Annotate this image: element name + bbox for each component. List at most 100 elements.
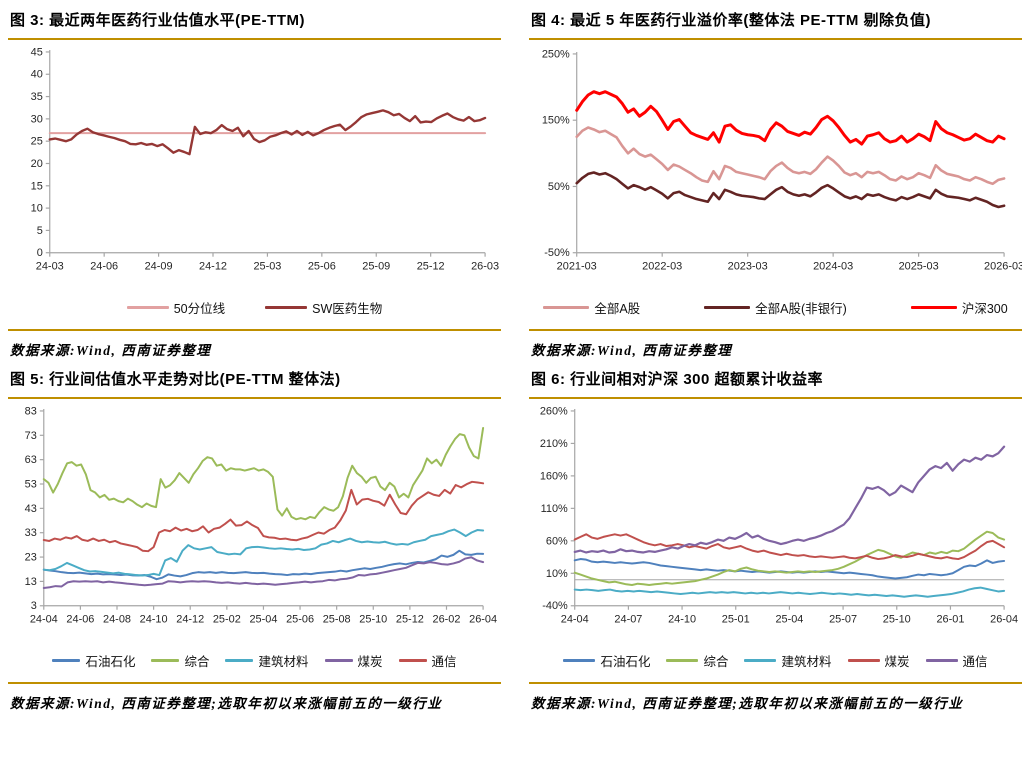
x-tick-label: 2025-03 bbox=[899, 261, 939, 273]
y-tick-label: 150% bbox=[542, 115, 570, 127]
x-tick-label: 24-10 bbox=[140, 614, 168, 626]
x-tick-label: 25-10 bbox=[359, 614, 387, 626]
legend-label: 石油石化 bbox=[600, 655, 651, 670]
series-line-综合 bbox=[42, 426, 485, 521]
figure-4-legend: 全部A股 全部A股(非银行) 沪深300 bbox=[529, 297, 1022, 319]
figure-3-title-rule bbox=[8, 37, 501, 41]
series-line-SW医药生物 bbox=[48, 109, 487, 156]
y-tick-label: 63 bbox=[25, 454, 37, 466]
x-tick-label: 25-04 bbox=[249, 614, 277, 626]
series-line-石油石化 bbox=[42, 549, 485, 581]
y-tick-label: 260% bbox=[540, 405, 568, 417]
y-tick-label: -50% bbox=[544, 247, 570, 259]
legend-line-sample bbox=[324, 659, 353, 663]
figure-4-title: 图 4: 最近 5 年医药行业溢价率(整体法 PE-TTM 剔除负值) bbox=[531, 12, 932, 29]
legend-label: 通信 bbox=[431, 655, 457, 670]
y-tick-label: 15 bbox=[31, 181, 43, 193]
series-line-全部A股 bbox=[575, 126, 1006, 186]
x-tick-label: 24-12 bbox=[199, 261, 227, 273]
legend-label: 建筑材料 bbox=[258, 655, 309, 670]
x-tick-label: 24-10 bbox=[668, 614, 696, 626]
series-line-石油石化 bbox=[573, 558, 1006, 580]
x-tick-label: 24-09 bbox=[145, 261, 173, 273]
x-tick-label: 25-08 bbox=[323, 614, 351, 626]
legend-item: 建筑材料 bbox=[225, 651, 309, 670]
y-tick-label: 73 bbox=[25, 430, 37, 442]
legend-line-sample bbox=[847, 659, 880, 663]
y-tick-label: 33 bbox=[25, 527, 37, 539]
figure-3-source-rule bbox=[8, 328, 501, 331]
y-tick-label: 210% bbox=[540, 438, 568, 450]
figure-5-source: 数据来源:Wind, 西南证券整理;选取年初以来涨幅前五的一级行业 bbox=[10, 695, 443, 711]
x-tick-label: 26-04 bbox=[990, 614, 1018, 626]
x-tick-label: 25-06 bbox=[308, 261, 336, 273]
y-tick-label: 23 bbox=[25, 552, 37, 564]
figure-5-title-rule bbox=[8, 396, 501, 399]
figure-3-panel: 图 3: 最近两年医药行业估值水平(PE-TTM) 45 40 35 30 25 20 15… bbox=[8, 4, 501, 363]
y-tick-label: 13 bbox=[25, 576, 37, 588]
figure-5-chart-canvas: 83 73 63 53 43 33 23 13 3 24-04 24-06 24-08 24-10 24-… bbox=[25, 405, 497, 626]
legend-line-sample bbox=[265, 306, 308, 310]
legend-label: 沪深300 bbox=[961, 302, 1008, 317]
legend-label: SW医药生物 bbox=[312, 302, 383, 317]
figure-4-source-rule bbox=[529, 328, 1022, 331]
y-tick-label: 5 bbox=[37, 225, 43, 237]
legend-line-sample bbox=[744, 659, 777, 663]
x-tick-label: 24-07 bbox=[614, 614, 642, 626]
x-tick-label: 26-01 bbox=[936, 614, 964, 626]
x-tick-label: 25-03 bbox=[253, 261, 281, 273]
legend-item: 通信 bbox=[398, 651, 457, 670]
y-tick-label: 0 bbox=[37, 247, 43, 259]
y-tick-label: 10% bbox=[546, 568, 568, 580]
x-tick-label: 24-04 bbox=[30, 614, 58, 626]
legend-line-sample bbox=[704, 306, 751, 310]
figure-6-legend: 石油石化 综合 建筑材料 煤炭 通信 bbox=[529, 650, 1022, 672]
x-tick-label: 26-03 bbox=[471, 261, 499, 273]
y-tick-label: -40% bbox=[542, 600, 568, 612]
x-tick-label: 24-06 bbox=[66, 614, 94, 626]
legend-label: 煤炭 bbox=[884, 655, 910, 670]
legend-label: 综合 bbox=[703, 655, 729, 670]
figure-3-source: 数据来源:Wind, 西南证券整理 bbox=[10, 342, 212, 358]
series-line-煤炭 bbox=[42, 556, 485, 589]
legend-line-sample bbox=[398, 659, 427, 663]
y-tick-label: 35 bbox=[31, 91, 43, 103]
y-tick-label: 30 bbox=[31, 114, 43, 126]
series-line-沪深300 bbox=[575, 90, 1006, 146]
figure-6-source-rule bbox=[529, 681, 1022, 684]
legend-item: 沪深300 bbox=[910, 298, 1008, 317]
x-tick-label: 25-12 bbox=[396, 614, 424, 626]
legend-label: 石油石化 bbox=[85, 655, 136, 670]
y-tick-label: 250% bbox=[542, 49, 570, 61]
series-line-全部A股(非银行) bbox=[575, 171, 1006, 209]
y-tick-label: 45 bbox=[31, 47, 43, 59]
figure-6-chart-canvas: 260% 210% 160% 110% 60% 10% -40% 24-04 24-07 24-1… bbox=[540, 405, 1018, 626]
legend-item: 综合 bbox=[151, 651, 209, 670]
x-tick-label: 2022-03 bbox=[642, 261, 682, 273]
figure-5-legend: 石油石化 综合 建筑材料 煤炭 通信 bbox=[8, 650, 501, 672]
y-tick-label: 10 bbox=[31, 203, 43, 215]
x-tick-label: 25-07 bbox=[829, 614, 857, 626]
x-tick-label: 25-04 bbox=[775, 614, 803, 626]
y-tick-label: 110% bbox=[541, 503, 568, 515]
legend-label: 50分位线 bbox=[173, 302, 226, 317]
legend-label: 建筑材料 bbox=[781, 655, 832, 670]
legend-line-sample bbox=[225, 659, 254, 663]
y-tick-label: 83 bbox=[25, 405, 37, 417]
x-tick-label: 24-04 bbox=[561, 614, 589, 626]
y-tick-label: 160% bbox=[540, 470, 568, 482]
series-line-建筑材料 bbox=[573, 586, 1006, 598]
legend-label: 全部A股 bbox=[594, 302, 641, 317]
y-tick-label: 3 bbox=[31, 600, 37, 612]
figure-3-chart-canvas: 45 40 35 30 25 20 15 10 5 0 24-03 24-06 24-09 24-12 25… bbox=[31, 47, 499, 273]
figure-5-source-rule bbox=[8, 681, 501, 684]
x-tick-label: 2023-03 bbox=[728, 261, 768, 273]
legend-item: 建筑材料 bbox=[744, 651, 832, 670]
figure-4-chart-canvas: 250% 150% 50% -50% 2021-03 2022-03 2023-03 2024… bbox=[542, 49, 1022, 273]
y-tick-label: 40 bbox=[31, 69, 43, 81]
legend-line-sample bbox=[543, 306, 590, 310]
legend-item: 50分位线 bbox=[126, 298, 226, 317]
legend-line-sample bbox=[910, 306, 957, 310]
legend-item: 全部A股 bbox=[543, 298, 640, 317]
series-line-通信 bbox=[573, 445, 1006, 554]
